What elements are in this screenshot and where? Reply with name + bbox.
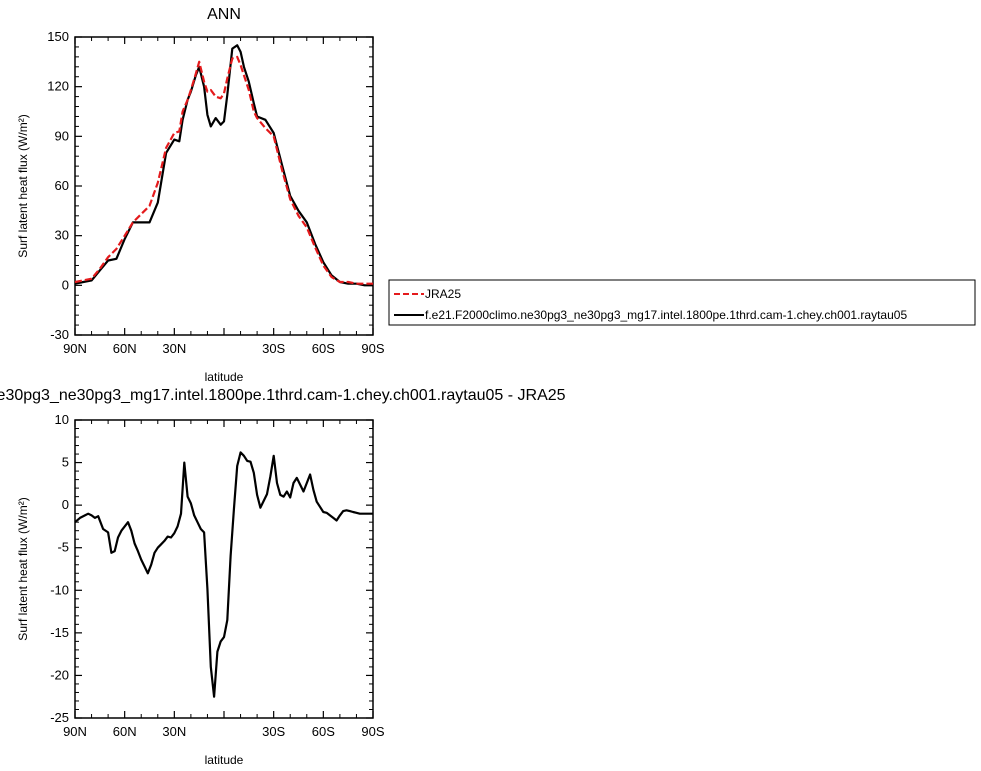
y-tick-labels: -25 -20 -15 -10 -5 0 5 10 [50,412,69,725]
y-tick-label: 5 [62,455,69,470]
legend-label-jra25: JRA25 [425,287,461,301]
y-tick-label: 120 [47,79,69,94]
x-tick-label: 60N [113,724,137,739]
y-tick-label: -10 [50,582,69,597]
y-tick-label: 10 [55,412,69,427]
y-tick-label: -15 [50,625,69,640]
plot-frame [74,419,374,719]
x-tick-label: 60S [312,341,335,356]
x-axis-label: latitude [205,370,244,384]
chart-title: ANN [207,6,241,23]
x-tick-label: 30N [162,341,186,356]
legend-label-model: f.e21.F2000climo.ne30pg3_ne30pg3_mg17.in… [425,308,907,322]
legend-box [388,279,976,326]
x-tick-labels: 90N 60N 30N 30S 60S 90S [63,724,385,739]
x-tick-label: 30S [262,724,285,739]
tick-marks [74,36,374,336]
series-group [74,451,373,698]
y-tick-label: 60 [55,178,69,193]
series-line-model [74,44,373,287]
series-line-difference [74,451,373,698]
y-axis-label: Surf latent heat flux (W/m²) [16,497,30,640]
x-tick-label: 60N [113,341,137,356]
y-tick-labels: -30 0 30 60 90 120 150 [47,29,69,342]
y-tick-label: 30 [55,228,69,243]
top-panel: ANN 90N 60N 30N 30S 60S 90S -300306090120150 … [16,6,385,384]
difference-chart-title: f.e21.F2000climo.ne30pg3_ne30pg3_mg17.in… [0,387,566,404]
y-tick-label: -5 [57,540,69,555]
y-tick-label: 0 [62,497,69,512]
plot-frame [74,36,374,336]
tick-marks [74,419,374,719]
x-tick-label: 90N [63,341,87,356]
x-tick-label: 90S [361,341,384,356]
legend: JRA25 f.e21.F2000climo.ne30pg3_ne30pg3_m… [388,279,976,326]
x-axis-label: latitude [205,753,244,767]
x-tick-label: 90N [63,724,87,739]
series-group [74,44,373,287]
y-tick-label: -30 [50,327,69,342]
bottom-panel: f.e21.F2000climo.ne30pg3_ne30pg3_mg17.in… [0,387,566,767]
y-tick-label: 0 [62,277,69,292]
y-tick-label: 90 [55,128,69,143]
series-line-jra25 [74,55,373,285]
x-tick-label: 30N [162,724,186,739]
y-axis-label: Surf latent heat flux (W/m²) [16,114,30,257]
y-tick-label: -20 [50,667,69,682]
x-tick-labels: 90N 60N 30N 30S 60S 90S [63,341,385,356]
y-tick-label: 150 [47,29,69,44]
x-tick-label: 60S [312,724,335,739]
x-tick-label: 90S [361,724,384,739]
x-tick-label: 30S [262,341,285,356]
y-tick-label: -25 [50,710,69,725]
